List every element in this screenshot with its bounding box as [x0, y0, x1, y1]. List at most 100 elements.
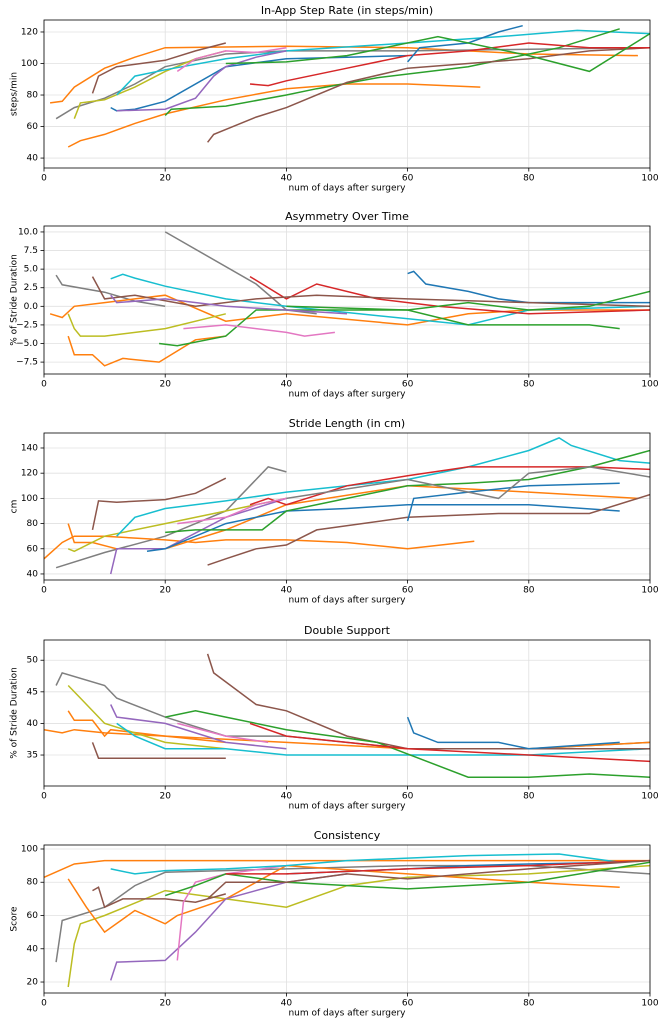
y-axis-label: cm	[10, 500, 20, 514]
data-line	[249, 722, 650, 763]
x-tick-label: 20	[159, 380, 171, 390]
plot-area	[49, 231, 650, 367]
data-line	[206, 653, 650, 750]
data-line	[50, 45, 638, 104]
x-tick-label: 0	[41, 174, 47, 184]
data-line	[91, 477, 227, 531]
axes-frame	[43, 639, 651, 787]
x-tick-label: 60	[402, 586, 414, 596]
data-line	[67, 335, 226, 367]
subplot: Double Support 0 20 40 60 80 100 35 40 45 50 num of…	[10, 624, 659, 812]
x-axis-label: num of days after surgery	[288, 802, 406, 812]
data-line	[165, 710, 650, 778]
data-line	[177, 497, 287, 525]
data-line	[116, 50, 287, 112]
data-line	[183, 324, 335, 337]
data-line	[55, 466, 287, 569]
data-line	[44, 535, 475, 560]
data-line	[164, 28, 620, 117]
data-line	[109, 497, 287, 575]
data-line	[55, 46, 650, 120]
y-tick-label: 80	[27, 91, 39, 101]
y-tick-label: 120	[21, 469, 38, 479]
x-tick-label: 0	[41, 380, 47, 390]
y-tick-label: 60	[27, 544, 39, 554]
axes-frame	[43, 432, 651, 581]
plot-area	[50, 24, 650, 148]
x-tick-label: 80	[523, 792, 535, 802]
y-tick-label: 100	[21, 844, 38, 854]
data-line	[116, 722, 650, 756]
x-tick-label: 80	[523, 174, 535, 184]
x-tick-label: 0	[41, 586, 47, 596]
x-tick-label: 80	[523, 586, 535, 596]
x-tick-label: 100	[641, 380, 658, 390]
data-line	[177, 722, 269, 744]
y-tick-label: 60	[27, 122, 39, 132]
y-tick-label: 80	[27, 878, 39, 888]
data-line	[67, 710, 226, 744]
y-tick-label: 80	[27, 519, 39, 529]
data-line	[286, 466, 650, 500]
y-tick-label: 40	[27, 944, 39, 954]
x-tick-label: 40	[281, 174, 293, 184]
y-tick-label: 7.5	[24, 246, 38, 256]
axes-frame	[43, 225, 651, 375]
data-line	[67, 497, 287, 553]
data-line	[110, 294, 348, 315]
x-tick-label: 40	[281, 792, 293, 802]
y-tick-label: 140	[21, 443, 38, 453]
x-tick-label: 100	[641, 792, 658, 802]
y-tick-label: −2.5	[16, 320, 38, 330]
axes-frame	[43, 844, 651, 994]
y-tick-label: −7.5	[16, 358, 38, 368]
data-line	[207, 46, 650, 143]
x-tick-label: 60	[402, 380, 414, 390]
data-line	[225, 32, 650, 73]
x-axis-label: num of days after surgery	[288, 596, 406, 606]
data-line	[67, 313, 226, 337]
subplot: Consistency 0 20 40 60 80 100 20 40 60 80 100 num of…	[10, 829, 659, 1019]
plot-area	[44, 653, 650, 778]
x-tick-label: 0	[41, 792, 47, 802]
data-line	[67, 485, 638, 550]
data-line	[91, 276, 650, 308]
data-line	[176, 46, 287, 73]
plot-area	[44, 853, 650, 988]
data-line	[110, 853, 620, 875]
x-tick-label: 20	[159, 999, 171, 1009]
data-line	[286, 290, 650, 311]
y-axis-label: % of Stride Duration	[10, 254, 20, 346]
data-line	[55, 864, 650, 963]
x-tick-label: 100	[641, 586, 658, 596]
y-tick-label: 100	[21, 494, 38, 504]
x-tick-label: 100	[641, 174, 658, 184]
x-tick-label: 0	[41, 999, 47, 1009]
x-tick-label: 20	[159, 792, 171, 802]
y-tick-label: −5.0	[16, 339, 38, 349]
subplot: Asymmetry Over Time 0 20 40 60 80 100 −7.5 −5.0 −…	[10, 210, 659, 400]
data-line	[116, 29, 650, 96]
subplot-title: Consistency	[314, 829, 381, 842]
y-tick-label: 35	[27, 751, 38, 761]
x-tick-label: 40	[281, 586, 293, 596]
x-tick-label: 60	[402, 999, 414, 1009]
subplot: In-App Step Rate (in steps/min) 0 20 40 60 80…	[10, 4, 659, 194]
data-line	[406, 716, 620, 750]
y-axis-label: steps/min	[10, 72, 20, 116]
subplot-title: Stride Length (in cm)	[289, 417, 405, 430]
data-line	[165, 449, 650, 534]
y-tick-label: 50	[27, 656, 39, 666]
data-line	[110, 273, 650, 326]
data-line	[44, 859, 650, 878]
data-line	[55, 274, 166, 308]
x-tick-label: 80	[523, 380, 535, 390]
data-line	[407, 24, 523, 63]
y-tick-label: 120	[21, 27, 38, 37]
x-tick-label: 80	[523, 999, 535, 1009]
data-line	[249, 466, 650, 506]
data-line	[67, 83, 481, 148]
y-tick-label: 40	[27, 154, 39, 164]
data-line	[109, 873, 348, 981]
